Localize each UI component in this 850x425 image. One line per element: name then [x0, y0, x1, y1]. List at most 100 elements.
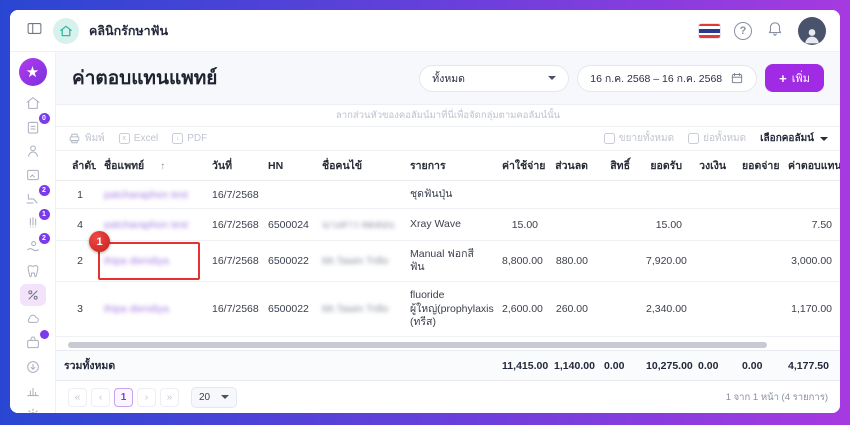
expand-all-button[interactable]: ขยายทั้งหมด — [603, 131, 674, 146]
last-page-button[interactable]: » — [160, 387, 179, 407]
col-no[interactable]: ลำดับ — [56, 151, 96, 181]
sidebar-item-settings[interactable] — [20, 404, 46, 413]
summary-expense: 11,415.00 — [494, 350, 548, 381]
table-row[interactable]: 1 patcharaphon test 16/7/2568 ชุดฟันปุ่น — [56, 180, 840, 210]
cell-date: 16/7/2568 — [204, 208, 260, 242]
help-icon[interactable]: ? — [734, 21, 752, 40]
cell-paid — [734, 180, 780, 210]
sidebar: ★ 0 2 — [10, 52, 56, 413]
app-window: คลินิกรักษาฟัน ? ★ — [10, 10, 840, 413]
sidebar-item-compensation[interactable] — [19, 284, 46, 306]
sidebar-item-payments[interactable]: 2 — [20, 233, 50, 258]
cell-privilege — [596, 180, 638, 210]
cell-credit — [690, 180, 734, 210]
col-patient[interactable]: ชื่อคนไข้ — [314, 151, 402, 181]
col-doctor[interactable]: ชื่อแพทย์ ↑ — [96, 151, 204, 181]
print-button[interactable]: พิมพ์ — [68, 131, 105, 146]
cell-item: fluoride ผู้ใหญ่(prophylaxis) (ทรีส) — [402, 281, 494, 337]
col-received[interactable]: ยอดรับ — [638, 151, 690, 181]
cell-discount — [546, 180, 596, 210]
cell-expense: 15.00 — [494, 208, 546, 242]
cell-date: 16/7/2568 — [204, 180, 260, 210]
plus-icon: + — [779, 70, 787, 86]
cell-received: 2,340.00 — [638, 281, 690, 337]
col-item[interactable]: รายการ — [402, 151, 494, 181]
page-size-select[interactable]: 20 — [191, 386, 237, 408]
cell-compensation: 1,170.00 — [780, 281, 840, 337]
table-row[interactable]: 2 thipa diendiya 1 16/7/2568 6500022 Mr.… — [56, 231, 840, 283]
cell-discount — [546, 208, 596, 242]
cell-no: 1 — [56, 180, 96, 210]
cell-expense: 8,800.00 — [494, 240, 546, 283]
cell-patient: Mr.Tawin Trillo — [314, 281, 402, 337]
export-excel-button[interactable]: x Excel — [118, 133, 158, 144]
add-button[interactable]: + เพิ่ม — [765, 64, 824, 92]
next-page-button[interactable]: › — [137, 387, 156, 407]
sort-asc-icon: ↑ — [160, 161, 166, 172]
first-page-button[interactable]: « — [68, 387, 87, 407]
col-credit[interactable]: วงเงิน — [690, 151, 734, 181]
sidebar-item-inventory[interactable] — [20, 330, 49, 354]
cell-received: 15.00 — [638, 208, 690, 242]
bar-chart-icon — [26, 387, 39, 397]
date-range-picker[interactable]: 16 ก.ค. 2568 – 16 ก.ค. 2568 — [577, 64, 758, 92]
col-discount[interactable]: ส่วนลด — [546, 151, 596, 181]
instruments-icon — [29, 217, 36, 228]
badge-count: 1 — [38, 209, 50, 220]
sidebar-item-downloads[interactable] — [20, 356, 46, 378]
language-flag-icon[interactable] — [699, 23, 720, 38]
clinic-home-icon[interactable] — [53, 17, 79, 44]
page-number-button[interactable]: 1 — [114, 387, 133, 407]
sidebar-item-cloud[interactable] — [20, 308, 46, 330]
col-privilege[interactable]: สิทธิ์ — [596, 151, 638, 181]
app-logo-star-icon[interactable]: ★ — [18, 58, 47, 86]
cell-expense: 2,600.00 — [494, 281, 546, 337]
choose-columns-button[interactable]: เลือกคอลัมน์ — [760, 131, 828, 146]
cell-paid — [734, 208, 780, 242]
doctor-filter-select[interactable]: ทั้งหมด — [419, 64, 570, 92]
collapse-all-button[interactable]: ย่อทั้งหมด — [688, 131, 746, 146]
cell-credit — [690, 240, 734, 283]
sidebar-item-treatments[interactable] — [20, 260, 46, 282]
col-compensation[interactable]: ค่าตอบแทน — [780, 151, 840, 181]
hand-coin-icon — [26, 241, 39, 252]
scrollbar-thumb[interactable] — [68, 342, 768, 348]
pdf-icon: ↓ — [172, 133, 184, 144]
sidebar-item-dental-chair[interactable]: 2 — [20, 185, 50, 210]
prev-page-button[interactable]: ‹ — [91, 387, 110, 407]
sidebar-item-instruments[interactable]: 1 — [20, 209, 50, 234]
col-paid[interactable]: ยอดจ่าย — [734, 151, 780, 181]
col-hn[interactable]: HN — [260, 151, 314, 181]
summary-row: รวมทั้งหมด 11,415.00 1,140.00 0.00 10,27… — [56, 350, 840, 381]
sidebar-item-xray[interactable] — [20, 164, 46, 186]
date-range-value: 16 ก.ค. 2568 – 16 ก.ค. 2568 — [590, 72, 723, 85]
cell-patient: นางสาว ทดสอบ — [314, 208, 402, 242]
cell-no: 2 — [56, 240, 96, 283]
col-date[interactable]: วันที่ — [204, 151, 260, 181]
sidebar-toggle-icon[interactable] — [26, 20, 43, 42]
cell-patient — [314, 180, 402, 210]
export-pdf-button[interactable]: ↓ PDF — [172, 133, 207, 144]
cell-privilege — [596, 208, 638, 242]
col-expense[interactable]: ค่าใช้จ่าย — [494, 151, 546, 181]
cell-discount: 880.00 — [546, 240, 596, 283]
sidebar-item-patients[interactable] — [20, 140, 46, 162]
cell-doctor: patcharaphon test — [96, 208, 204, 242]
cell-doctor: thipa diendiya — [96, 281, 204, 337]
group-by-hint[interactable]: ลากส่วนหัวของคอลัมน์มาที่นี่เพื่อจัดกลุ่… — [56, 105, 840, 127]
notifications-bell-icon[interactable] — [766, 19, 784, 42]
clipboard-icon — [27, 121, 38, 134]
compensation-table-card: ลากส่วนหัวของคอลัมน์มาที่นี่เพื่อจัดกลุ่… — [56, 104, 840, 413]
pagination-bar: « ‹ 1 › » 20 1 จาก 1 หน้า (4 รายการ) — [56, 381, 840, 413]
table-row[interactable]: 4 patcharaphon test 16/7/2568 6500024 นา… — [56, 208, 840, 242]
user-avatar[interactable] — [798, 16, 826, 45]
annotation-badge: 1 — [89, 231, 110, 253]
cell-no: 3 — [56, 281, 96, 337]
table-row[interactable]: 3 thipa diendiya 16/7/2568 6500022 Mr.Ta… — [56, 281, 840, 337]
sidebar-item-home[interactable] — [20, 92, 46, 114]
sidebar-item-reports[interactable] — [20, 380, 46, 402]
sidebar-item-appointments[interactable]: 0 — [20, 113, 50, 138]
pagination-info: 1 จาก 1 หน้า (4 รายการ) — [725, 391, 828, 403]
summary-credit: 0.00 — [690, 350, 735, 381]
horizontal-scrollbar[interactable] — [56, 340, 840, 350]
